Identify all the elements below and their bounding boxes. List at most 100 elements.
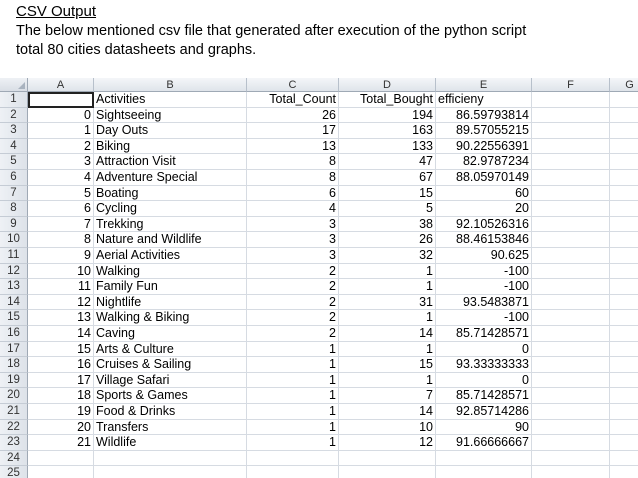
cell-d3[interactable]: 163: [339, 123, 436, 139]
cell-g9[interactable]: [610, 217, 638, 233]
cell-a1[interactable]: [28, 92, 94, 108]
cell-e17[interactable]: 0: [436, 341, 532, 358]
cell-f18[interactable]: [532, 357, 610, 373]
cell-a23[interactable]: 21: [28, 435, 94, 451]
cell-d8[interactable]: 5: [339, 201, 436, 217]
row-header-11[interactable]: 11: [0, 248, 28, 264]
cell-d1[interactable]: Total_Bought: [339, 92, 436, 108]
cell-a25[interactable]: [28, 466, 94, 478]
cell-f13[interactable]: [532, 279, 610, 295]
cell-b6[interactable]: Adventure Special: [94, 170, 247, 186]
cell-f5[interactable]: [532, 154, 610, 170]
cell-d5[interactable]: 47: [339, 154, 436, 170]
row-header-24[interactable]: 24: [0, 450, 28, 467]
cell-b8[interactable]: Cycling: [94, 201, 247, 217]
cell-e16[interactable]: 85.71428571: [436, 326, 532, 342]
cell-c7[interactable]: 6: [247, 185, 339, 202]
cell-g5[interactable]: [610, 154, 638, 170]
cell-c22[interactable]: 1: [247, 419, 339, 436]
cell-g24[interactable]: [610, 451, 638, 467]
cell-g12[interactable]: [610, 264, 638, 280]
cell-d2[interactable]: 194: [339, 107, 436, 124]
cell-e14[interactable]: 93.5483871: [436, 294, 532, 311]
cell-g8[interactable]: [610, 201, 638, 217]
cell-a2[interactable]: 0: [28, 107, 94, 124]
cell-a5[interactable]: 3: [28, 154, 94, 170]
cell-a13[interactable]: 11: [28, 279, 94, 295]
cell-c13[interactable]: 2: [247, 279, 339, 295]
cell-g11[interactable]: [610, 248, 638, 264]
cell-c9[interactable]: 3: [247, 216, 339, 233]
row-header-21[interactable]: 21: [0, 404, 28, 420]
cell-c16[interactable]: 2: [247, 326, 339, 342]
row-header-2[interactable]: 2: [0, 107, 28, 124]
cell-f10[interactable]: [532, 232, 610, 248]
cell-b14[interactable]: Nightlife: [94, 294, 247, 311]
row-header-8[interactable]: 8: [0, 201, 28, 217]
cell-f22[interactable]: [532, 419, 610, 436]
cell-e25[interactable]: [436, 466, 532, 478]
cell-b15[interactable]: Walking & Biking: [94, 310, 247, 326]
cell-e10[interactable]: 88.46153846: [436, 232, 532, 248]
cell-c17[interactable]: 1: [247, 341, 339, 358]
cell-e24[interactable]: [436, 450, 532, 467]
cell-g16[interactable]: [610, 326, 638, 342]
column-header-c[interactable]: C: [247, 78, 339, 92]
cell-a6[interactable]: 4: [28, 170, 94, 186]
cell-d14[interactable]: 31: [339, 294, 436, 311]
column-header-g[interactable]: G: [610, 78, 638, 92]
cell-a11[interactable]: 9: [28, 248, 94, 264]
cell-c14[interactable]: 2: [247, 294, 339, 311]
cell-f25[interactable]: [532, 466, 610, 478]
cell-e4[interactable]: 90.22556391: [436, 138, 532, 155]
cell-e20[interactable]: 85.71428571: [436, 388, 532, 404]
row-header-5[interactable]: 5: [0, 154, 28, 170]
cell-a17[interactable]: 15: [28, 341, 94, 358]
cell-f6[interactable]: [532, 170, 610, 186]
cell-c5[interactable]: 8: [247, 154, 339, 170]
cell-f24[interactable]: [532, 450, 610, 467]
cell-a15[interactable]: 13: [28, 310, 94, 326]
cell-g6[interactable]: [610, 170, 638, 186]
cell-d19[interactable]: 1: [339, 372, 436, 389]
cell-g23[interactable]: [610, 435, 638, 451]
cell-d22[interactable]: 10: [339, 419, 436, 436]
cell-b1[interactable]: Activities: [94, 92, 247, 108]
cell-a3[interactable]: 1: [28, 123, 94, 139]
cell-f20[interactable]: [532, 388, 610, 404]
cell-b11[interactable]: Aerial Activities: [94, 248, 247, 264]
cell-b3[interactable]: Day Outs: [94, 123, 247, 139]
cell-f8[interactable]: [532, 201, 610, 217]
cell-b5[interactable]: Attraction Visit: [94, 154, 247, 170]
cell-e12[interactable]: -100: [436, 263, 532, 280]
cell-c10[interactable]: 3: [247, 232, 339, 248]
cell-c23[interactable]: 1: [247, 435, 339, 451]
cell-g1[interactable]: [610, 92, 638, 108]
row-header-10[interactable]: 10: [0, 232, 28, 248]
cell-g25[interactable]: [610, 466, 638, 478]
cell-d15[interactable]: 1: [339, 310, 436, 326]
cell-e7[interactable]: 60: [436, 185, 532, 202]
cell-d7[interactable]: 15: [339, 185, 436, 202]
cell-e2[interactable]: 86.59793814: [436, 107, 532, 124]
cell-b20[interactable]: Sports & Games: [94, 388, 247, 404]
cell-b19[interactable]: Village Safari: [94, 372, 247, 389]
cell-a7[interactable]: 5: [28, 185, 94, 202]
cell-b10[interactable]: Nature and Wildlife: [94, 232, 247, 248]
cell-e22[interactable]: 90: [436, 419, 532, 436]
row-header-7[interactable]: 7: [0, 185, 28, 202]
column-header-f[interactable]: F: [532, 78, 610, 92]
cell-a21[interactable]: 19: [28, 404, 94, 420]
row-header-25[interactable]: 25: [0, 466, 28, 478]
cell-b22[interactable]: Transfers: [94, 419, 247, 436]
cell-b21[interactable]: Food & Drinks: [94, 404, 247, 420]
row-header-4[interactable]: 4: [0, 138, 28, 155]
cell-a16[interactable]: 14: [28, 326, 94, 342]
cell-a22[interactable]: 20: [28, 419, 94, 436]
cell-f12[interactable]: [532, 263, 610, 280]
row-header-23[interactable]: 23: [0, 435, 28, 451]
cell-d10[interactable]: 26: [339, 232, 436, 248]
cell-g15[interactable]: [610, 310, 638, 326]
cell-g20[interactable]: [610, 388, 638, 404]
row-header-16[interactable]: 16: [0, 326, 28, 342]
